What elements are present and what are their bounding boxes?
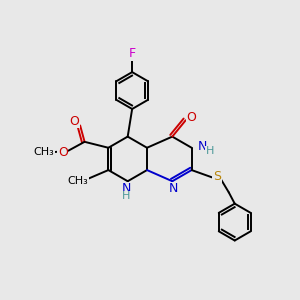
Text: N: N bbox=[169, 182, 178, 195]
Text: H: H bbox=[122, 191, 130, 201]
Text: O: O bbox=[58, 146, 68, 159]
Text: H: H bbox=[206, 146, 214, 156]
Text: N: N bbox=[122, 182, 131, 195]
Text: O: O bbox=[187, 111, 196, 124]
Text: CH₃: CH₃ bbox=[68, 176, 88, 186]
Text: O: O bbox=[69, 115, 79, 128]
Text: N: N bbox=[197, 140, 207, 153]
Text: F: F bbox=[129, 47, 136, 60]
Text: CH₃: CH₃ bbox=[33, 147, 54, 157]
Text: S: S bbox=[213, 169, 221, 182]
